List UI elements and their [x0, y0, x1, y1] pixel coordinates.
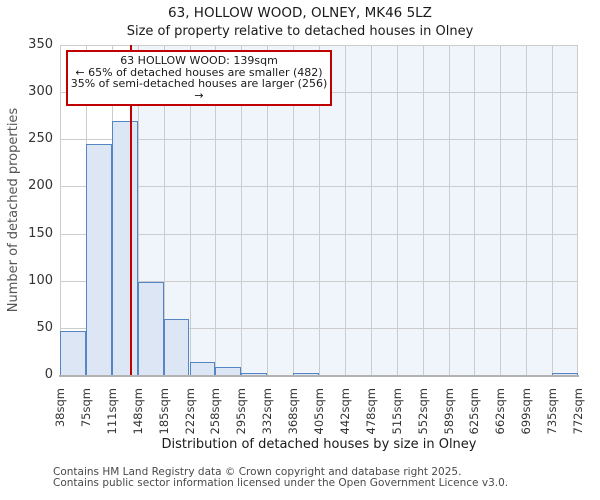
histogram-bar [111, 121, 138, 375]
gridline-vertical [241, 45, 243, 375]
y-tick-label: 350 [28, 37, 53, 52]
gridline-vertical [319, 45, 320, 375]
gridline-vertical [474, 45, 476, 375]
y-tick-label: 250 [28, 131, 53, 147]
annotation-box: 63 HOLLOW WOOD: 139sqm ← 65% of detached… [66, 50, 332, 106]
x-tick-label: 332sqm [260, 388, 275, 435]
y-tick-label: 0 [44, 367, 53, 382]
x-tick-label: 442sqm [337, 388, 352, 435]
gridline-vertical [215, 45, 217, 375]
annotation-line-3: 35% of semi-detached houses are larger (… [70, 77, 328, 102]
x-tick-label: 552sqm [415, 388, 430, 435]
gridline-vertical [293, 45, 295, 375]
gridline-vertical [370, 45, 372, 375]
histogram-bar [215, 367, 242, 375]
y-tick-label: 50 [36, 319, 53, 335]
gridline-vertical [396, 45, 398, 375]
gridline-vertical [577, 45, 578, 375]
y-tick-label: 100 [28, 272, 53, 288]
histogram-bar [137, 281, 164, 375]
histogram-bar [293, 373, 319, 375]
y-tick-label: 300 [28, 84, 53, 100]
x-tick-label: 625sqm [467, 388, 482, 435]
x-tick-label: 148sqm [130, 388, 145, 435]
x-tick-label: 589sqm [441, 388, 456, 435]
gridline-vertical [163, 45, 165, 375]
x-tick-label: 75sqm [78, 388, 93, 428]
x-tick-label: 699sqm [519, 388, 534, 435]
gridline-vertical [267, 45, 269, 375]
x-tick-label: 295sqm [234, 388, 249, 435]
histogram-bar [241, 373, 268, 375]
y-tick-label: 150 [28, 225, 53, 241]
histogram-bar [189, 361, 216, 375]
histogram-bar [163, 319, 190, 375]
x-tick-label: 185sqm [156, 388, 171, 435]
gridline-vertical [552, 45, 554, 375]
x-axis-title: Distribution of detached houses by size … [161, 437, 477, 452]
x-tick-label: 405sqm [312, 388, 326, 435]
page-subtitle: Size of property relative to detached ho… [126, 24, 474, 39]
x-tick-label: 772sqm [571, 388, 585, 435]
x-tick-label: 735sqm [545, 388, 560, 435]
x-tick-label: 515sqm [389, 388, 404, 435]
x-tick-label: 258sqm [208, 388, 223, 435]
x-tick-label: 38sqm [53, 388, 67, 428]
histogram-bar [60, 330, 86, 375]
y-tick-label: 200 [28, 178, 53, 194]
annotation-line-2: ← 65% of detached houses are smaller (48… [75, 65, 323, 79]
histogram-bar [85, 144, 112, 375]
gridline-vertical [526, 45, 528, 375]
x-axis-line [59, 375, 579, 377]
annotation-line-1: 63 HOLLOW WOOD: 139sqm [120, 54, 278, 67]
gridline-vertical [344, 45, 346, 375]
x-tick-label: 478sqm [363, 388, 378, 435]
gridline-vertical [422, 45, 424, 375]
property-size-marker-line [130, 45, 133, 375]
x-tick-label: 662sqm [493, 388, 508, 435]
histogram-bar [552, 373, 578, 375]
gridline-vertical [500, 45, 502, 375]
footer-attribution-1: Contains HM Land Registry data © Crown c… [53, 466, 462, 478]
footer-attribution-2: Contains public sector information licen… [53, 477, 509, 489]
gridline-vertical [448, 45, 450, 375]
gridline-vertical [137, 45, 139, 375]
gridline-vertical [189, 45, 191, 375]
gridline-vertical [60, 45, 61, 375]
x-tick-label: 368sqm [286, 388, 301, 435]
x-tick-label: 111sqm [104, 388, 119, 435]
x-tick-label: 222sqm [182, 388, 197, 435]
y-axis-title: Number of detached properties [6, 107, 21, 313]
page-title: 63, HOLLOW WOOD, OLNEY, MK46 5LZ [168, 5, 432, 21]
